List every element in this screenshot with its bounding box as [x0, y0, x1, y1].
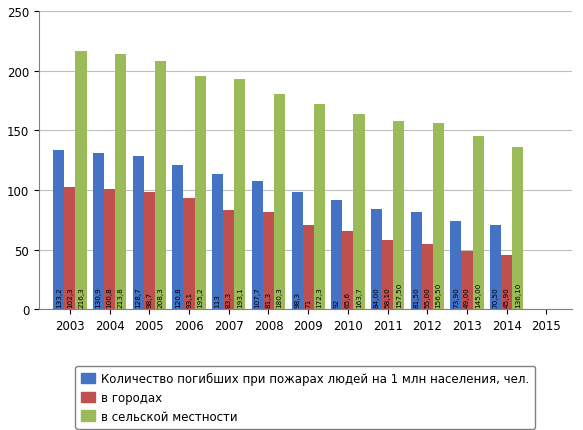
Bar [53, 151, 64, 310]
Text: 65,6: 65,6 [345, 291, 351, 307]
Bar [263, 213, 274, 310]
Bar [144, 192, 155, 310]
Bar [353, 115, 364, 310]
Text: 100,8: 100,8 [107, 286, 113, 307]
Bar [93, 154, 104, 310]
Text: 70,50: 70,50 [493, 286, 498, 307]
Bar [303, 225, 314, 310]
Bar [104, 190, 115, 310]
Text: 145,00: 145,00 [475, 282, 481, 307]
Bar [393, 122, 404, 310]
Bar [155, 61, 166, 310]
Bar [173, 166, 184, 310]
Bar [274, 95, 285, 310]
Bar [501, 255, 512, 310]
Bar [382, 240, 393, 310]
Legend: Количество погибших при пожарах людей на 1 млн населения, чел., в городах, в сел: Количество погибших при пожарах людей на… [75, 366, 535, 429]
Bar [342, 231, 353, 310]
Bar [422, 244, 433, 310]
Text: 71: 71 [305, 298, 311, 307]
Bar [314, 104, 325, 310]
Bar [490, 226, 501, 310]
Text: 128,7: 128,7 [135, 286, 141, 307]
Text: 163,7: 163,7 [356, 286, 362, 307]
Text: 93,1: 93,1 [186, 291, 192, 307]
Text: 81,50: 81,50 [413, 286, 419, 307]
Text: 193,1: 193,1 [237, 286, 243, 307]
Bar [331, 200, 342, 310]
Bar [252, 181, 263, 310]
Bar [292, 193, 303, 310]
Text: 213,8: 213,8 [118, 286, 124, 307]
Text: 195,2: 195,2 [197, 286, 203, 307]
Text: 136,10: 136,10 [515, 282, 521, 307]
Text: 130,9: 130,9 [96, 286, 101, 307]
Bar [433, 123, 444, 310]
Text: 49,00: 49,00 [464, 286, 470, 307]
Text: 58,10: 58,10 [385, 286, 391, 307]
Bar [75, 52, 87, 310]
Text: 98,3: 98,3 [294, 291, 300, 307]
Text: 98,7: 98,7 [146, 291, 152, 307]
Text: 102,3: 102,3 [67, 286, 73, 307]
Text: 216,3: 216,3 [78, 286, 84, 307]
Bar [64, 188, 75, 310]
Bar [462, 251, 473, 310]
Bar [371, 209, 382, 310]
Bar [473, 137, 484, 310]
Text: 208,3: 208,3 [157, 286, 163, 307]
Text: 45,90: 45,90 [504, 286, 510, 307]
Text: 55,00: 55,00 [424, 286, 430, 307]
Bar [512, 147, 524, 310]
Text: 180,3: 180,3 [276, 286, 283, 307]
Text: 92: 92 [334, 298, 340, 307]
Bar [451, 221, 462, 310]
Bar [115, 55, 127, 310]
Text: 113: 113 [215, 293, 220, 307]
Text: 157,50: 157,50 [396, 282, 402, 307]
Text: 83,3: 83,3 [226, 291, 232, 307]
Text: 73,90: 73,90 [453, 286, 459, 307]
Text: 156,50: 156,50 [436, 282, 441, 307]
Bar [410, 212, 422, 310]
Text: 107,7: 107,7 [254, 286, 261, 307]
Bar [184, 199, 195, 310]
Bar [195, 77, 206, 310]
Text: 84,00: 84,00 [374, 286, 380, 307]
Text: 133,2: 133,2 [56, 286, 62, 307]
Bar [234, 80, 245, 310]
Text: 120,8: 120,8 [175, 286, 181, 307]
Text: 172,3: 172,3 [317, 286, 322, 307]
Bar [223, 210, 234, 310]
Bar [212, 175, 223, 310]
Text: 81,3: 81,3 [265, 291, 272, 307]
Bar [133, 157, 144, 310]
